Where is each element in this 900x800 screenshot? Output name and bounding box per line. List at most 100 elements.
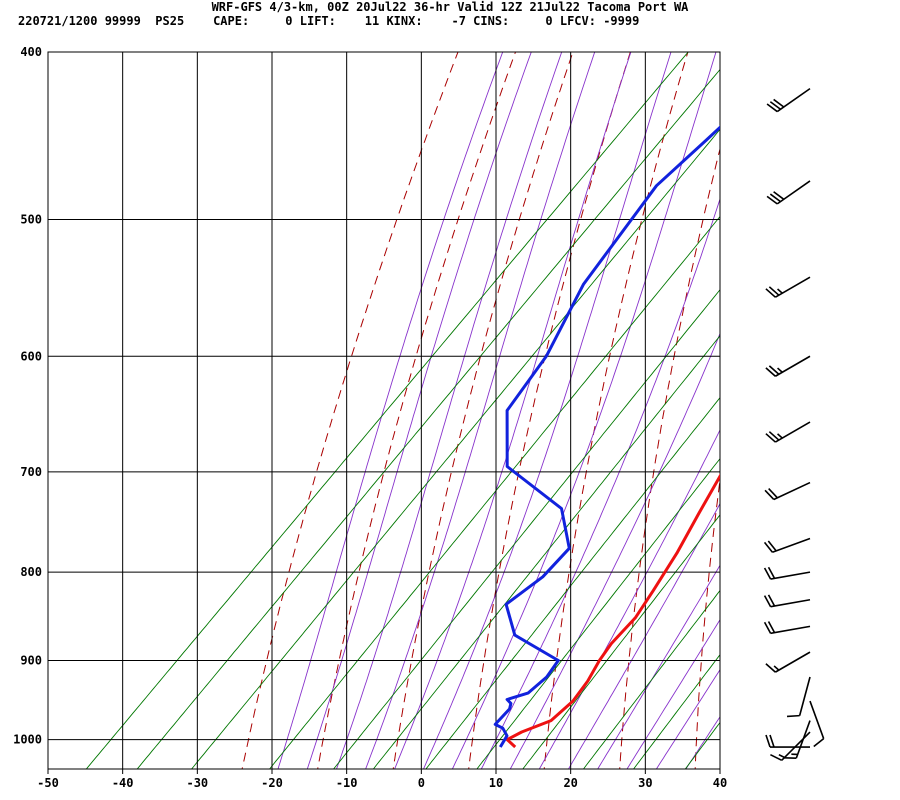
barb-flag xyxy=(769,193,781,203)
mixing-ratio-line xyxy=(269,215,720,769)
moist-adiabat xyxy=(306,52,532,769)
barb-flag xyxy=(763,541,774,553)
temperature-tick-label: 0 xyxy=(418,776,425,790)
barb-staff xyxy=(770,625,811,635)
wind-barb xyxy=(786,676,811,718)
dry-adiabat xyxy=(846,14,900,777)
moist-adiabat xyxy=(423,52,672,769)
chart-title: WRF-GFS 4/3-km, 00Z 20Jul22 36-hr Valid … xyxy=(211,0,689,14)
moist-adiabat xyxy=(365,52,596,769)
wind-barb xyxy=(809,700,825,748)
dry-adiabat xyxy=(241,52,459,769)
barb-flag xyxy=(770,753,783,762)
barb-flag xyxy=(769,734,775,748)
barb-flag xyxy=(763,621,772,634)
moist-adiabat xyxy=(538,428,720,769)
barb-flag xyxy=(768,431,780,441)
temperature-tick-label: -40 xyxy=(112,776,134,790)
wind-barb xyxy=(763,566,811,580)
barb-half-flag xyxy=(778,753,785,759)
wind-barb xyxy=(765,734,810,748)
barb-flag xyxy=(765,433,776,443)
temperature-tick-label: -10 xyxy=(336,776,358,790)
temperature-tick-label: 40 xyxy=(713,776,727,790)
moist-adiabat xyxy=(685,716,720,769)
moist-adiabat xyxy=(336,52,563,769)
barb-half-flag xyxy=(777,288,783,294)
pressure-tick-label: 900 xyxy=(20,654,42,668)
dry-adiabat xyxy=(771,14,870,777)
barb-flag xyxy=(813,738,825,748)
moist-adiabat xyxy=(655,668,720,769)
barb-staff xyxy=(774,276,811,298)
barb-half-flag xyxy=(777,433,783,439)
temperature-tick-label: 20 xyxy=(563,776,577,790)
barb-staff xyxy=(774,421,811,443)
temperature-tick-label: 30 xyxy=(638,776,652,790)
barb-flag xyxy=(767,566,776,579)
wind-barb xyxy=(765,355,811,377)
mixing-ratio-line xyxy=(85,52,689,769)
wind-barb xyxy=(765,276,811,298)
mixing-ratio-line xyxy=(476,457,720,769)
pressure-tick-label: 400 xyxy=(20,45,42,59)
mixing-ratio-line xyxy=(633,653,720,769)
wind-barb xyxy=(763,594,811,608)
mixing-ratio-line xyxy=(425,396,720,769)
temperature-tick-label: -20 xyxy=(261,776,283,790)
temperature-tick-label: 10 xyxy=(489,776,503,790)
mixing-ratio-line xyxy=(191,128,720,769)
mixing-ratio-line xyxy=(582,589,720,769)
moist-adiabat xyxy=(451,52,717,769)
temperature-profile xyxy=(505,473,720,749)
wind-barb xyxy=(765,421,811,443)
moist-adiabat xyxy=(509,332,720,769)
mixing-ratio-line xyxy=(372,335,720,769)
mixing-ratio-line xyxy=(333,289,720,769)
dry-adiabat xyxy=(392,52,574,769)
pressure-tick-label: 500 xyxy=(20,212,42,226)
barb-flag xyxy=(765,367,776,377)
barb-flag xyxy=(765,288,776,298)
barb-flag xyxy=(763,567,772,580)
moist-adiabat xyxy=(567,502,720,769)
barb-staff xyxy=(781,731,811,761)
barb-flag xyxy=(763,595,772,608)
pressure-tick-label: 700 xyxy=(20,465,42,479)
mixing-ratio-line xyxy=(684,721,720,769)
barb-half-flag xyxy=(777,367,783,373)
barb-staff xyxy=(809,700,825,739)
barb-flag xyxy=(769,101,781,110)
wind-barb xyxy=(766,87,811,113)
mixing-ratio-line xyxy=(738,14,900,777)
dewpoint-profile xyxy=(493,125,720,748)
barb-flag xyxy=(768,488,778,499)
wind-barb xyxy=(765,651,811,673)
dry-adiabat xyxy=(619,146,720,769)
moist-adiabat xyxy=(626,618,720,769)
mixing-ratio-line xyxy=(522,514,720,769)
barb-flag xyxy=(765,663,776,673)
wind-barb xyxy=(770,731,811,762)
barb-half-flag xyxy=(773,665,780,671)
pressure-tick-label: 800 xyxy=(20,565,42,579)
barb-staff xyxy=(798,676,811,716)
barb-flag xyxy=(768,286,780,296)
barb-flag xyxy=(767,594,776,607)
barb-staff xyxy=(772,537,811,553)
barb-flag xyxy=(764,489,775,501)
wind-barb xyxy=(766,180,811,205)
pressure-tick-label: 600 xyxy=(20,349,42,363)
moist-adiabat xyxy=(277,52,504,769)
barb-flag xyxy=(786,714,800,718)
mixing-ratio-line xyxy=(136,68,720,769)
dry-adiabat xyxy=(317,52,517,769)
dry-adiabat xyxy=(694,476,720,769)
temperature-tick-label: -50 xyxy=(37,776,59,790)
barb-flag xyxy=(765,734,771,748)
temperature-tick-label: -30 xyxy=(186,776,208,790)
moist-adiabat xyxy=(597,564,720,769)
barb-staff xyxy=(770,598,811,608)
barb-flag xyxy=(768,365,780,375)
